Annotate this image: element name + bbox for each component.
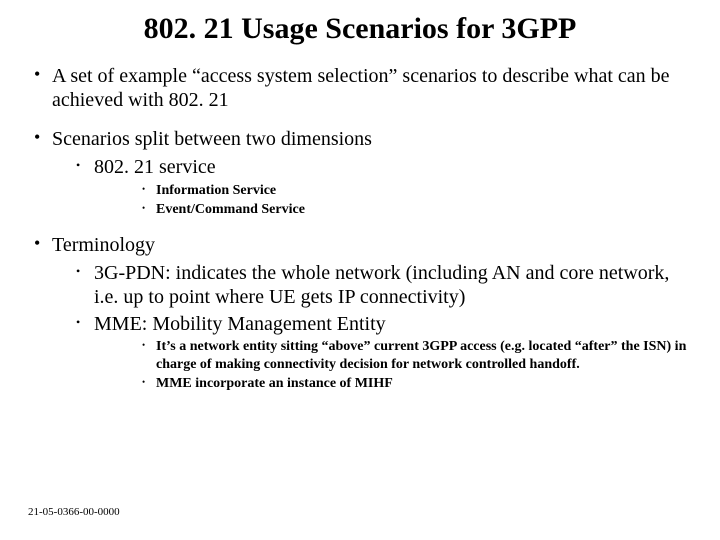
sub-bullet-list: 802. 21 service Information Service Even… — [52, 155, 690, 218]
sub-bullet-item: 802. 21 service Information Service Even… — [52, 155, 690, 218]
bullet-text: Scenarios split between two dimensions — [52, 128, 372, 150]
sub-sub-bullet-list: It’s a network entity sitting “above” cu… — [94, 338, 690, 393]
bullet-text: A set of example “access system selectio… — [52, 65, 670, 111]
bullet-text: Event/Command Service — [156, 202, 305, 217]
bullet-text: MME: Mobility Management Entity — [94, 313, 386, 335]
bullet-text: Terminology — [52, 234, 155, 256]
bullet-text: MME incorporate an instance of MIHF — [156, 376, 393, 391]
bullet-text: It’s a network entity sitting “above” cu… — [156, 339, 686, 372]
sub-bullet-item: 3G-PDN: indicates the whole network (inc… — [52, 261, 690, 310]
slide-footer: 21-05-0366-00-0000 — [28, 506, 120, 518]
bullet-item: Terminology 3G-PDN: indicates the whole … — [30, 233, 690, 393]
sub-bullet-list: 3G-PDN: indicates the whole network (inc… — [52, 261, 690, 393]
slide-title: 802. 21 Usage Scenarios for 3GPP — [30, 12, 690, 46]
sub-sub-bullet-item: MME incorporate an instance of MIHF — [94, 375, 690, 393]
sub-sub-bullet-list: Information Service Event/Command Servic… — [94, 182, 690, 219]
bullet-item: A set of example “access system selectio… — [30, 64, 690, 113]
bullet-text: 802. 21 service — [94, 156, 216, 178]
sub-bullet-item: MME: Mobility Management Entity It’s a n… — [52, 312, 690, 393]
sub-sub-bullet-item: It’s a network entity sitting “above” cu… — [94, 338, 690, 373]
slide: 802. 21 Usage Scenarios for 3GPP A set o… — [0, 0, 720, 540]
bullet-text: Information Service — [156, 183, 276, 198]
bullet-list: A set of example “access system selectio… — [30, 64, 690, 393]
bullet-text: 3G-PDN: indicates the whole network (inc… — [94, 262, 669, 308]
sub-sub-bullet-item: Information Service — [94, 182, 690, 200]
sub-sub-bullet-item: Event/Command Service — [94, 201, 690, 219]
bullet-item: Scenarios split between two dimensions 8… — [30, 127, 690, 219]
